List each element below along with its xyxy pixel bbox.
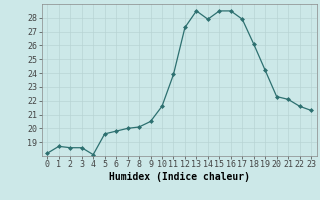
X-axis label: Humidex (Indice chaleur): Humidex (Indice chaleur) xyxy=(109,172,250,182)
